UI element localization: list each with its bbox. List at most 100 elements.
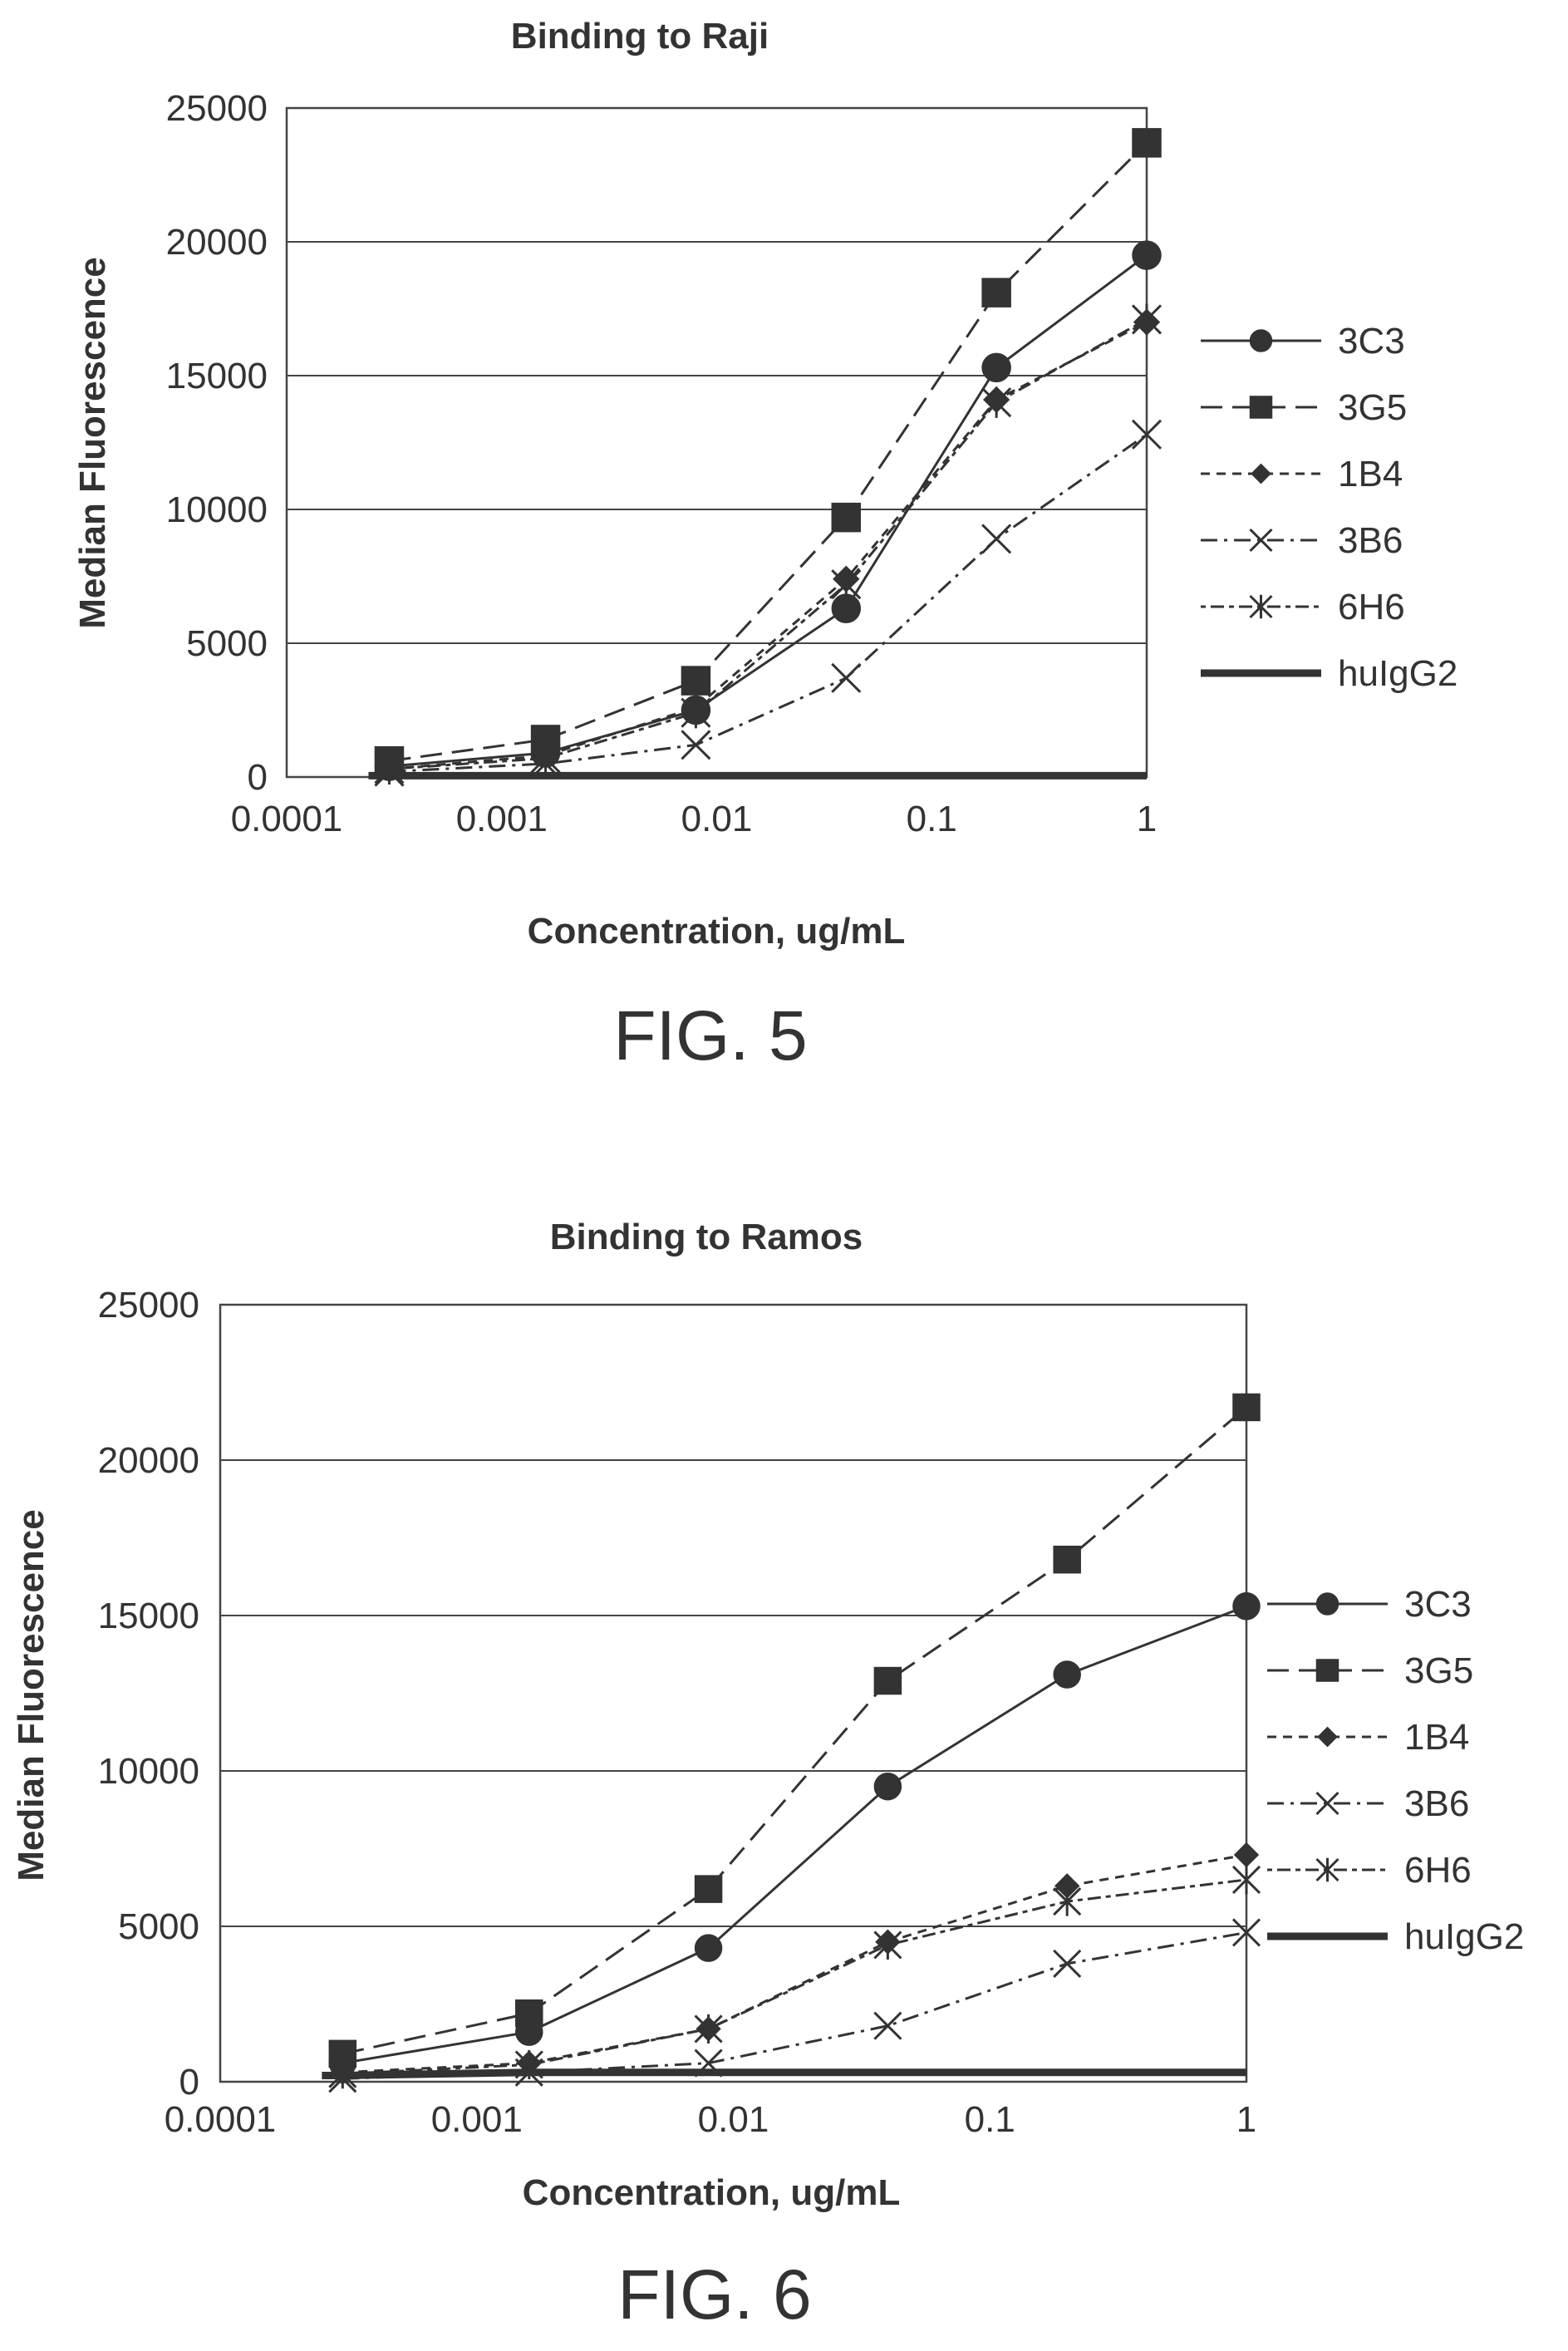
legend-item: 1B4 — [1201, 454, 1403, 494]
data-point — [694, 1934, 723, 1962]
y-tick-label: 15000 — [166, 356, 268, 396]
data-point — [694, 1875, 723, 1903]
legend-item: 3G5 — [1201, 387, 1407, 428]
legend-item: 3C3 — [1201, 321, 1405, 362]
data-point — [1231, 1865, 1261, 1895]
series-3g5 — [374, 128, 1162, 776]
y-axis-ticks: 0 5000 10000 15000 20000 25000 — [98, 1285, 199, 2103]
x-tick-label: 0.0001 — [231, 799, 343, 839]
data-point — [1131, 303, 1162, 336]
data-point — [1053, 1886, 1082, 1916]
legend-item: huIgG2 — [1201, 653, 1457, 694]
data-point — [1131, 419, 1162, 450]
x-tick-label: 0.001 — [456, 799, 548, 839]
y-tick-label: 15000 — [98, 1596, 199, 1636]
data-point — [831, 568, 862, 600]
y-axis-ticks: 0 5000 10000 15000 20000 25000 — [166, 88, 268, 798]
data-point — [530, 742, 561, 775]
series-line — [389, 433, 1148, 774]
legend-marker — [1249, 594, 1273, 619]
series-group — [322, 1393, 1261, 2093]
data-point — [1231, 1918, 1261, 1947]
legend-item: 1B4 — [1267, 1717, 1469, 1758]
y-tick-label: 20000 — [98, 1440, 199, 1481]
legend-label: 1B4 — [1404, 1717, 1469, 1758]
legend-label: 3B6 — [1338, 520, 1403, 561]
data-point — [681, 730, 711, 760]
data-point — [1232, 1592, 1261, 1621]
series-1b4 — [330, 1842, 1260, 2085]
legend-label: 3C3 — [1338, 321, 1405, 362]
series-3c3 — [374, 240, 1162, 781]
legend: 3C3 3G5 1B4 3B6 6H6 huIgG2 — [1201, 321, 1457, 694]
y-tick-label: 25000 — [166, 88, 268, 129]
x-axis-ticks: 0.0001 0.001 0.01 0.1 1 — [231, 799, 1158, 839]
data-point — [1233, 1842, 1260, 1868]
x-tick-label: 0.0001 — [165, 2099, 277, 2140]
legend-marker — [1315, 1592, 1339, 1616]
y-axis-label: Median Fluorescence — [72, 257, 113, 628]
legend-item: 3B6 — [1267, 1783, 1469, 1824]
legend-marker — [1315, 1791, 1339, 1816]
x-tick-label: 0.01 — [698, 2099, 769, 2140]
legend-marker — [1315, 1857, 1339, 1882]
x-tick-label: 0.1 — [965, 2099, 1015, 2140]
legend-label: 3B6 — [1404, 1783, 1469, 1824]
chart-title: Binding to Ramos — [550, 1217, 863, 1257]
figure-caption: FIG. 6 — [617, 2255, 811, 2334]
gridlines — [287, 107, 1147, 644]
data-point — [873, 2011, 902, 2040]
legend-marker — [1251, 463, 1271, 484]
legend-marker — [1317, 1726, 1338, 1748]
data-point — [515, 1999, 543, 2028]
legend: 3C3 3G5 1B4 3B6 6H6 huIgG2 — [1267, 1584, 1524, 1957]
plot-frame — [219, 1303, 1248, 2083]
y-tick-label: 0 — [248, 757, 268, 798]
series-line — [389, 253, 1148, 768]
gridlines — [220, 1304, 1246, 1927]
series-line — [342, 1406, 1247, 2055]
legend-item: 3G5 — [1267, 1650, 1473, 1691]
data-point — [681, 697, 711, 729]
series-line — [389, 321, 1148, 770]
data-point — [1132, 240, 1162, 270]
series-3c3 — [328, 1592, 1261, 2078]
series-line — [389, 141, 1148, 763]
data-point — [1053, 1545, 1081, 1574]
legend-label: 3C3 — [1404, 1584, 1472, 1625]
legend-item: 3B6 — [1201, 520, 1403, 561]
y-tick-label: 25000 — [98, 1285, 199, 1326]
data-point — [873, 1772, 902, 1801]
x-tick-label: 0.001 — [431, 2099, 523, 2140]
data-point — [1054, 1873, 1080, 1899]
y-tick-label: 5000 — [186, 623, 268, 664]
figure-caption: FIG. 5 — [613, 996, 807, 1075]
legend-label: 6H6 — [1404, 1850, 1472, 1891]
x-tick-label: 0.01 — [681, 799, 753, 839]
data-point — [831, 662, 862, 693]
x-axis-ticks: 0.0001 0.001 0.01 0.1 1 — [165, 2099, 1257, 2140]
x-axis-label: Concentration, ug/mL — [528, 911, 906, 952]
x-tick-label: 0.1 — [907, 799, 957, 839]
series-1b4 — [376, 308, 1161, 783]
data-point — [981, 352, 1011, 383]
legend-marker — [1249, 528, 1273, 553]
y-tick-label: 10000 — [98, 1751, 199, 1792]
data-point — [873, 1930, 902, 1960]
data-point — [1053, 1660, 1081, 1689]
y-tick-label: 20000 — [166, 222, 268, 263]
data-point — [981, 278, 1011, 307]
series-group — [368, 128, 1162, 787]
series-3g5 — [328, 1393, 1261, 2068]
chart-fig5: Binding to Raji 0 5000 10000 15000 20000 2500… — [72, 16, 1457, 1075]
x-tick-label: 1 — [1137, 799, 1157, 839]
chart-title: Binding to Raji — [511, 16, 769, 57]
x-tick-label: 1 — [1236, 2099, 1256, 2140]
legend-label: 3G5 — [1338, 387, 1407, 428]
series-line — [342, 1931, 1247, 2080]
series-line — [322, 2068, 1246, 2080]
series-line — [342, 1878, 1247, 2076]
legend-marker — [1315, 1659, 1339, 1682]
data-point — [1132, 128, 1162, 158]
